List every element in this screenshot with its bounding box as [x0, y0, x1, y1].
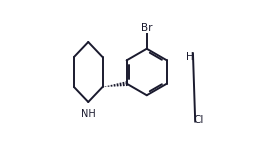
- Text: Cl: Cl: [193, 115, 204, 125]
- Text: Br: Br: [141, 23, 153, 33]
- Text: NH: NH: [81, 109, 96, 119]
- Text: H: H: [186, 52, 194, 62]
